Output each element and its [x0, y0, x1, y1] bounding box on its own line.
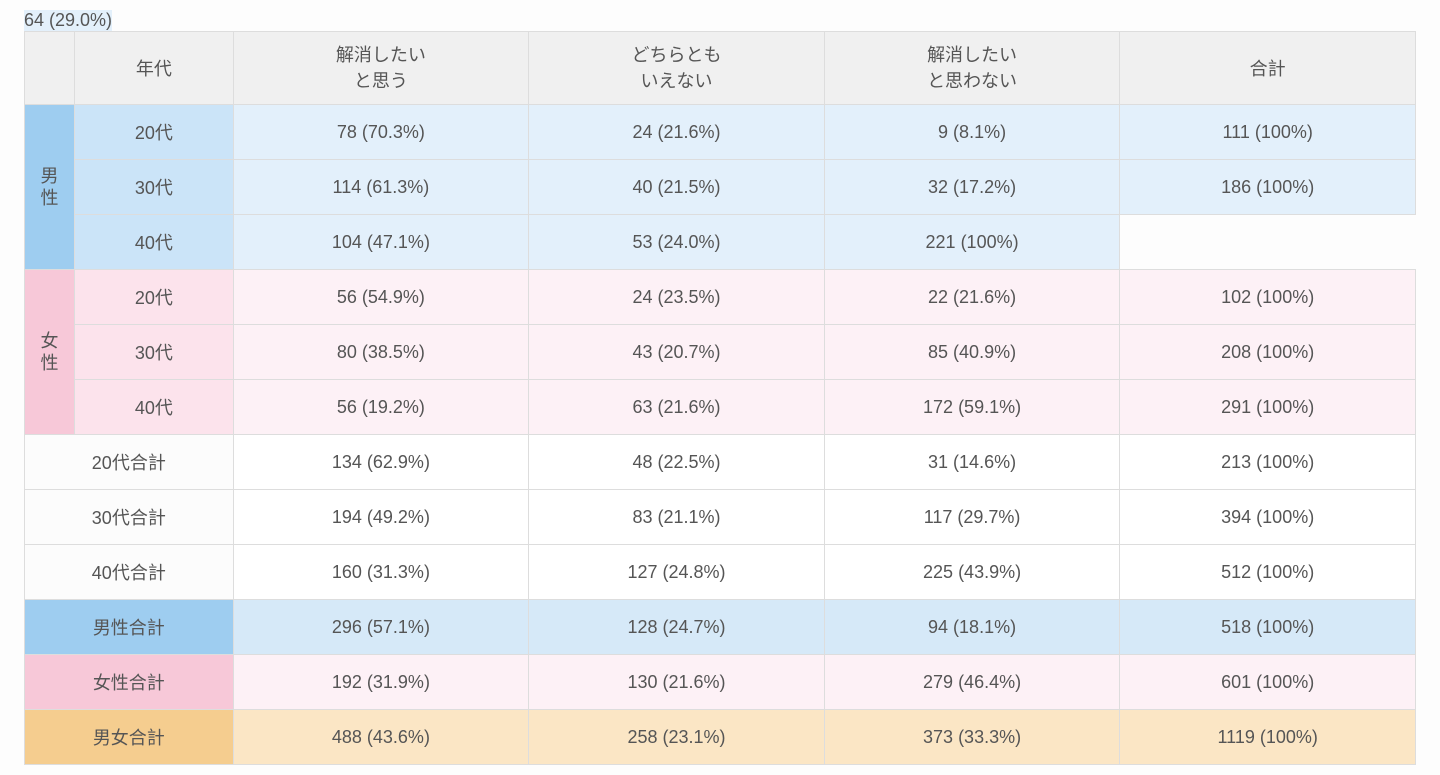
- male-30s-total: 186 (100%): [1120, 160, 1416, 215]
- female-20s-age: 20代: [75, 270, 234, 325]
- male-30s-c1: 114 (61.3%): [233, 160, 529, 215]
- male-30s-c3: 32 (17.2%): [824, 160, 1120, 215]
- table-row: 30代 114 (61.3%) 40 (21.5%) 32 (17.2%) 18…: [25, 160, 1416, 215]
- table-row: 20代合計 134 (62.9%) 48 (22.5%) 31 (14.6%) …: [25, 435, 1416, 490]
- male-30s-age: 30代: [75, 160, 234, 215]
- survey-table: 年代 解消したい と思う どちらとも いえない 解消したい と思わない 合計 男…: [24, 31, 1416, 765]
- sum-20s-total: 213 (100%): [1120, 435, 1416, 490]
- male-40s-age: 40代: [75, 215, 234, 270]
- sum-20s-c3: 31 (14.6%): [824, 435, 1120, 490]
- header-row: 年代 解消したい と思う どちらとも いえない 解消したい と思わない 合計: [25, 32, 1416, 105]
- female-20s-c3: 22 (21.6%): [824, 270, 1120, 325]
- male-sum-c3: 94 (18.1%): [824, 600, 1120, 655]
- header-neither: どちらとも いえない: [529, 32, 825, 105]
- all-sum-c1: 488 (43.6%): [233, 710, 529, 765]
- female-40s-age: 40代: [75, 380, 234, 435]
- female-sum-c2: 130 (21.6%): [529, 655, 825, 710]
- male-40s-c1: 104 (47.1%): [233, 215, 529, 270]
- male-30s-c2: 40 (21.5%): [529, 160, 825, 215]
- sum-30s-c1: 194 (49.2%): [233, 490, 529, 545]
- sum-40s-label: 40代合計: [25, 545, 234, 600]
- sum-40s-c3: 225 (43.9%): [824, 545, 1120, 600]
- sum-30s-total: 394 (100%): [1120, 490, 1416, 545]
- header-age: 年代: [75, 32, 234, 105]
- table-row: 30代 80 (38.5%) 43 (20.7%) 85 (40.9%) 208…: [25, 325, 1416, 380]
- male-sum-c1: 296 (57.1%): [233, 600, 529, 655]
- female-30s-c3: 85 (40.9%): [824, 325, 1120, 380]
- all-sum-total: 1119 (100%): [1120, 710, 1416, 765]
- female-30s-c1: 80 (38.5%): [233, 325, 529, 380]
- female-40s-c2: 63 (21.6%): [529, 380, 825, 435]
- female-30s-age: 30代: [75, 325, 234, 380]
- table-row: 40代合計 160 (31.3%) 127 (24.8%) 225 (43.9%…: [25, 545, 1416, 600]
- sum-40s-total: 512 (100%): [1120, 545, 1416, 600]
- male-40s-c2: 64 (29.0%): [24, 10, 112, 31]
- female-40s-c1: 56 (19.2%): [233, 380, 529, 435]
- table-row: 40代 56 (19.2%) 63 (21.6%) 172 (59.1%) 29…: [25, 380, 1416, 435]
- female-40s-total: 291 (100%): [1120, 380, 1416, 435]
- header-total: 合計: [1120, 32, 1416, 105]
- female-sum-total: 601 (100%): [1120, 655, 1416, 710]
- male-40s-total: 221 (100%): [824, 215, 1120, 270]
- male-label: 男 性: [25, 105, 75, 270]
- all-sum-label: 男女合計: [25, 710, 234, 765]
- header-dont-want-resolve: 解消したい と思わない: [824, 32, 1120, 105]
- female-sum-c3: 279 (46.4%): [824, 655, 1120, 710]
- table-row: 女 性 20代 56 (54.9%) 24 (23.5%) 22 (21.6%)…: [25, 270, 1416, 325]
- female-30s-c2: 43 (20.7%): [529, 325, 825, 380]
- header-want-resolve: 解消したい と思う: [233, 32, 529, 105]
- sum-20s-c2: 48 (22.5%): [529, 435, 825, 490]
- table-row: 30代合計 194 (49.2%) 83 (21.1%) 117 (29.7%)…: [25, 490, 1416, 545]
- male-20s-c1: 78 (70.3%): [233, 105, 529, 160]
- female-20s-c1: 56 (54.9%): [233, 270, 529, 325]
- female-20s-total: 102 (100%): [1120, 270, 1416, 325]
- male-20s-age: 20代: [75, 105, 234, 160]
- male-20s-c2: 24 (21.6%): [529, 105, 825, 160]
- table-row: 男性合計 296 (57.1%) 128 (24.7%) 94 (18.1%) …: [25, 600, 1416, 655]
- all-sum-c2: 258 (23.1%): [529, 710, 825, 765]
- male-40s-c3: 53 (24.0%): [529, 215, 825, 270]
- sum-20s-c1: 134 (62.9%): [233, 435, 529, 490]
- female-label: 女 性: [25, 270, 75, 435]
- sum-30s-c3: 117 (29.7%): [824, 490, 1120, 545]
- table-row: 男 性 20代 78 (70.3%) 24 (21.6%) 9 (8.1%) 1…: [25, 105, 1416, 160]
- sum-30s-label: 30代合計: [25, 490, 234, 545]
- male-sum-c2: 128 (24.7%): [529, 600, 825, 655]
- female-40s-c3: 172 (59.1%): [824, 380, 1120, 435]
- sum-40s-c2: 127 (24.8%): [529, 545, 825, 600]
- table-row: 女性合計 192 (31.9%) 130 (21.6%) 279 (46.4%)…: [25, 655, 1416, 710]
- male-20s-c3: 9 (8.1%): [824, 105, 1120, 160]
- table-row: 40代 104 (47.1%) 64 (29.0%) 53 (24.0%) 22…: [25, 215, 1416, 270]
- female-20s-c2: 24 (23.5%): [529, 270, 825, 325]
- male-20s-total: 111 (100%): [1120, 105, 1416, 160]
- male-sum-label: 男性合計: [25, 600, 234, 655]
- female-30s-total: 208 (100%): [1120, 325, 1416, 380]
- all-sum-c3: 373 (33.3%): [824, 710, 1120, 765]
- female-sum-c1: 192 (31.9%): [233, 655, 529, 710]
- sum-30s-c2: 83 (21.1%): [529, 490, 825, 545]
- sum-40s-c1: 160 (31.3%): [233, 545, 529, 600]
- male-sum-total: 518 (100%): [1120, 600, 1416, 655]
- sum-20s-label: 20代合計: [25, 435, 234, 490]
- header-blank: [25, 32, 75, 105]
- table-row: 男女合計 488 (43.6%) 258 (23.1%) 373 (33.3%)…: [25, 710, 1416, 765]
- female-sum-label: 女性合計: [25, 655, 234, 710]
